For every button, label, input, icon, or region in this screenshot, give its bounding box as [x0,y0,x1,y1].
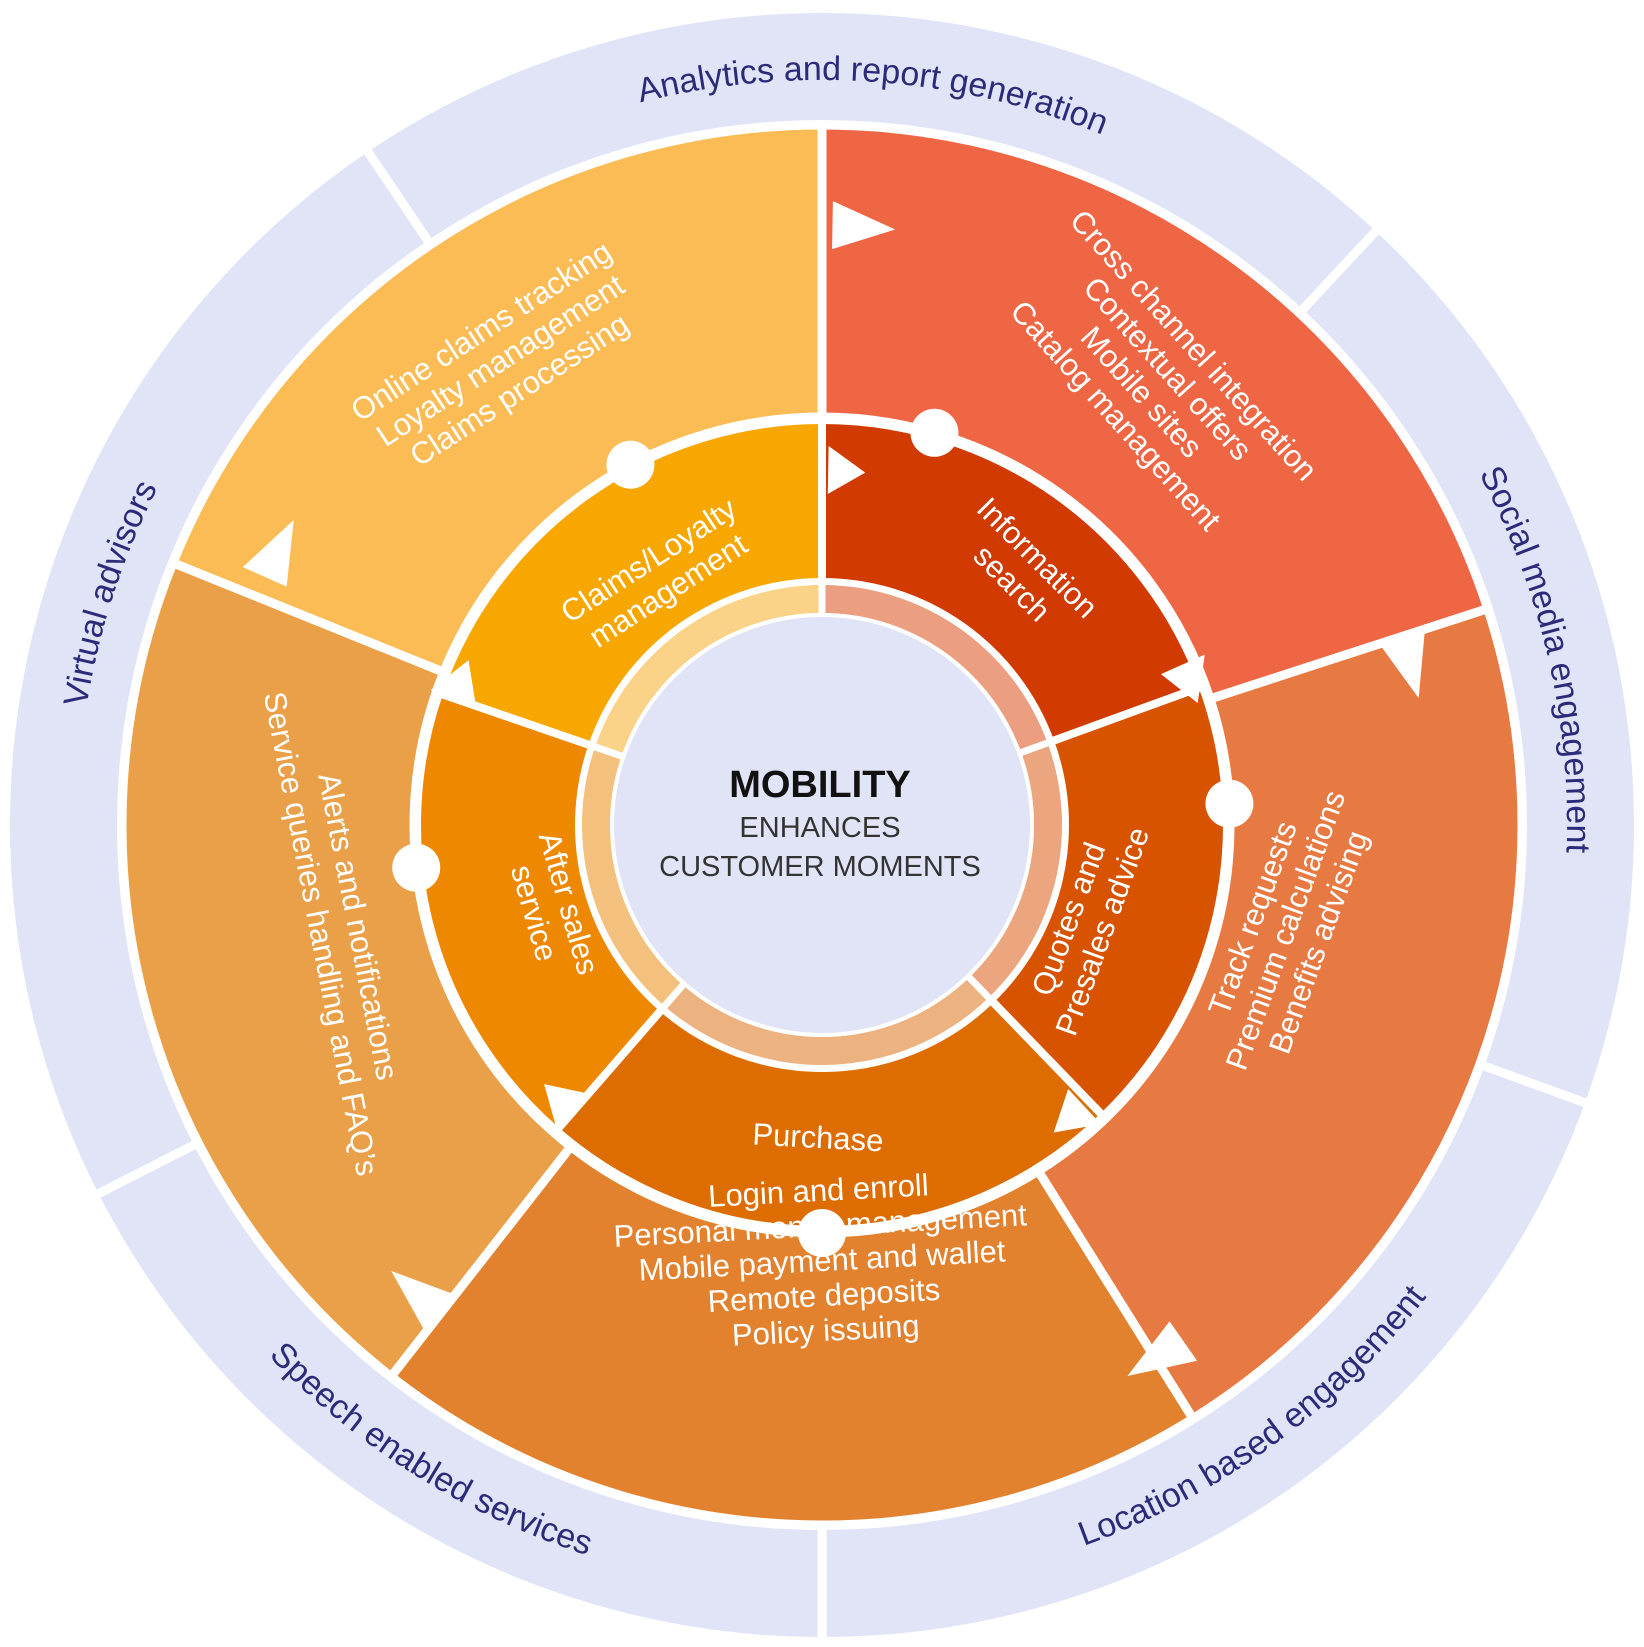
inner-segment-claims-loyalty-management [433,415,826,751]
flow-arrow-1 [832,201,896,250]
center-ring [582,579,1063,1065]
flow-arrow-3 [1379,629,1425,699]
connector-bump-1 [910,408,959,457]
outer-divider-2 [1295,223,1384,317]
center-ring-divider-4 [657,981,687,1013]
flow-arrow-9 [242,520,294,587]
center-ring-divider-3 [965,973,996,1005]
center-ring-segment-1 [822,585,1048,753]
connector-bump-3 [798,1209,846,1257]
stage-label-purchase: Purchase [752,1117,885,1159]
flow-arrow-8 [544,1084,589,1130]
flow-arrow-4 [1160,654,1205,703]
inner-segment-purchase [550,994,1109,1234]
outer-divider-1 [360,144,435,249]
center-line-2: CUSTOMER MOMENTS [659,851,981,883]
connector-bump-5 [606,440,655,489]
center-ring-segment-3 [664,977,989,1065]
inner-segment-after-sales-service [413,688,669,1137]
center-ring-divider-5 [588,741,625,760]
center-ring-divider-2 [1018,737,1055,757]
center-title: MOBILITY [729,764,911,806]
outer-divider-3 [1477,1059,1593,1110]
center-line-1: ENHANCES [739,812,900,844]
center-ring-segment-4 [582,746,683,1007]
inner-ring [413,415,1231,1234]
center-ring-segment-2 [969,742,1063,998]
connector-bump-4 [392,843,441,892]
decorations [242,201,1425,1377]
connector-bump-2 [1205,779,1254,828]
center-hub: MOBILITY ENHANCES CUSTOMER MOMENTS [659,764,981,883]
flow-arrow-5 [1127,1321,1198,1377]
flow-arrow-6 [1053,1089,1101,1133]
flow-arrow-7 [391,1270,456,1333]
stage-line-1: Purchase [752,1117,885,1159]
center-hub-disc [610,613,1034,1037]
flow-arrow-2 [827,446,866,495]
flow-arrow-10 [430,660,476,706]
outer-divider-5 [91,1138,202,1201]
center-ring-segment-5 [595,585,822,756]
